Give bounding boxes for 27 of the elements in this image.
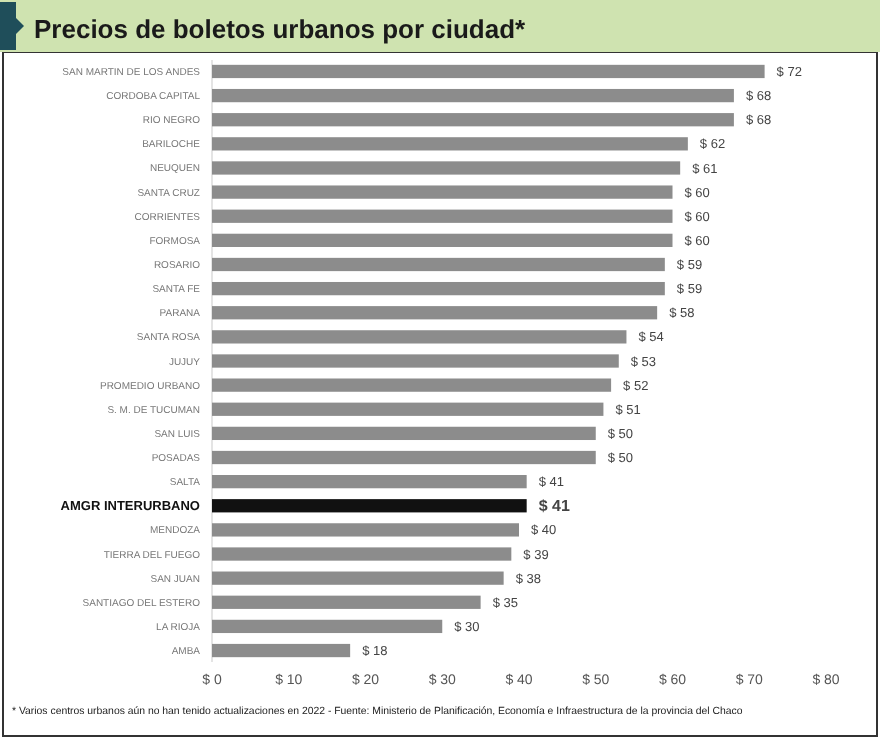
- bar: [212, 499, 527, 513]
- bar: [212, 354, 619, 368]
- bar: [212, 257, 665, 272]
- chart-title: Precios de boletos urbanos por ciudad*: [34, 14, 528, 44]
- bar: [212, 185, 673, 199]
- bar: [212, 233, 673, 247]
- bar: [212, 113, 734, 127]
- bar: [212, 64, 765, 79]
- bar: [212, 306, 658, 320]
- bar: [212, 523, 519, 537]
- bar: [212, 426, 596, 441]
- bar: [212, 619, 443, 634]
- bar: [212, 161, 681, 175]
- bar: [212, 330, 627, 344]
- bar: [212, 402, 604, 416]
- bar: [212, 209, 673, 223]
- bar: [212, 281, 665, 296]
- bar: [212, 547, 512, 561]
- bar: [212, 137, 688, 151]
- bar: [212, 378, 612, 392]
- bar: [212, 88, 734, 103]
- bar: [212, 475, 527, 489]
- bar: [212, 643, 351, 658]
- bar: [212, 595, 481, 609]
- data-label: $ 41: [538, 497, 571, 516]
- bar: [212, 450, 596, 465]
- bar: [212, 571, 504, 585]
